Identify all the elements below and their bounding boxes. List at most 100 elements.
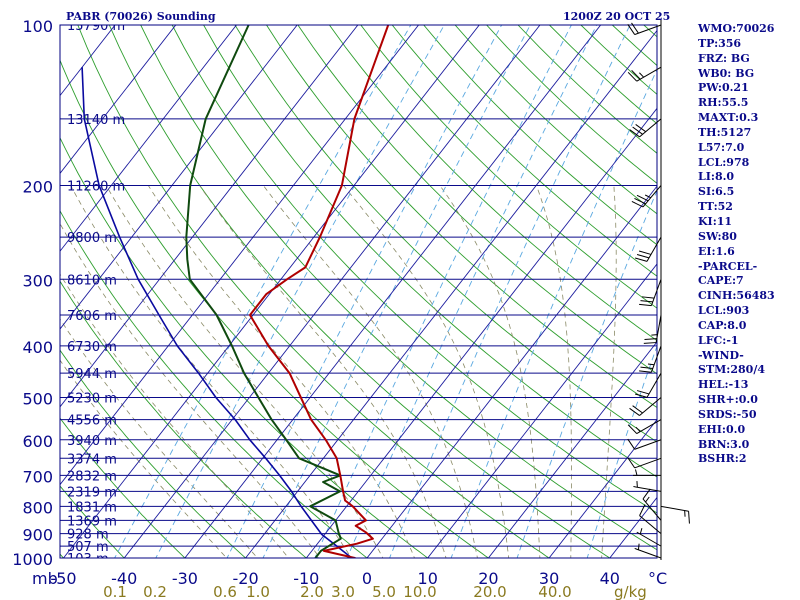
isotherm-line: [60, 25, 359, 408]
mixing-ratio-tick-label: 10.0: [403, 583, 436, 600]
sounding-time: 1200Z 20 OCT 25: [563, 10, 671, 23]
stat-row: SI:6.5: [698, 185, 735, 199]
isotherm-line: [548, 418, 657, 558]
pressure-tick-label: 1000: [12, 550, 53, 569]
stat-row: RH:55.5: [698, 96, 749, 110]
height-label: 9800 m: [67, 231, 117, 246]
height-label: 1369 m: [67, 514, 117, 529]
stat-row: -PARCEL-: [698, 259, 758, 273]
dry-adiabat-line: [60, 280, 308, 558]
height-label: 15790 m: [67, 19, 125, 34]
stat-row: CAPE:7: [698, 274, 744, 288]
wind-barb: [639, 279, 662, 307]
temperature-tick-label: 30: [539, 569, 559, 588]
isotherm-line: [62, 25, 480, 558]
moist-adiabat-line: [262, 185, 478, 558]
stat-row: LCL:903: [698, 304, 750, 318]
height-label: 3940 m: [67, 434, 117, 449]
mixing-ratio-tick-label: 2.0: [300, 583, 324, 600]
mixing-ratio-line: [346, 25, 598, 558]
moist-adiabat-line: [536, 185, 572, 558]
stat-row: WB0: BG: [698, 66, 755, 80]
isotherm-line: [305, 107, 657, 558]
height-label: 3374 m: [67, 452, 117, 467]
wind-barb: [642, 488, 662, 521]
wind-barb: [629, 118, 662, 138]
pressure-tick-label: 400: [22, 338, 53, 357]
height-label: 6730 m: [67, 340, 117, 355]
height-label: 8610 m: [67, 273, 117, 288]
mixing-ratio-line: [389, 25, 631, 558]
stat-row: EI:1.6: [698, 244, 735, 258]
pressure-tick-label: 100: [22, 17, 53, 36]
wind-barb: [631, 185, 662, 208]
stat-row: SRDS:-50: [698, 407, 757, 421]
mixing-ratio-unit-label: g/kg: [614, 583, 647, 600]
plot-area: 15790 m 13140 m 11260 m 9800 m 8610 m 7606 m 6…: [60, 19, 657, 567]
pressure-tick-label: 200: [22, 177, 53, 196]
stat-row: LCL:978: [698, 155, 750, 169]
mixing-ratio-tick-label: 20.0: [473, 583, 506, 600]
stability-indices-panel: WMO:70026 TP:356 FRZ: BG WB0: BG PW:0.21 RH:5…: [698, 22, 800, 467]
pressure-tick-label: 700: [22, 467, 53, 486]
height-label: 103 m: [67, 552, 109, 567]
isotherm-line: [487, 341, 657, 558]
temperature-tick-label: 20: [478, 569, 498, 588]
stat-row: CINH:56483: [698, 289, 775, 303]
moist-adiabat-line: [60, 222, 321, 558]
stat-row: -WIND-: [698, 348, 744, 362]
dry-adiabat-line: [60, 349, 247, 558]
moist-adiabat-line: [343, 185, 510, 558]
wind-barb: [636, 528, 662, 547]
mixing-ratio-line: [114, 25, 412, 558]
moist-adiabat-line: [439, 185, 541, 558]
parcel-trace: [81, 67, 354, 558]
pressure-tick-label: 300: [22, 271, 53, 290]
mixing-ratio-line: [450, 68, 657, 558]
stat-row: LFC:-1: [698, 333, 739, 347]
temperature-tick-label: -40: [111, 569, 137, 588]
isotherm-line: [60, 25, 298, 330]
stat-row: CAP:8.0: [698, 318, 747, 332]
stat-row: PW:0.21: [698, 81, 749, 95]
wind-barb: [639, 504, 662, 534]
wind-barb: [634, 543, 662, 559]
dewpoint-trace: [185, 25, 342, 558]
wind-barb: [627, 66, 662, 82]
wind-barb: [627, 22, 662, 36]
wind-barb: [627, 419, 662, 435]
height-label: 2319 m: [67, 485, 117, 500]
stat-row: LI:8.0: [698, 170, 735, 184]
stat-row: HEL:-13: [698, 378, 749, 392]
temperature-tick-label: 40: [600, 569, 620, 588]
pressure-tick-label: 500: [22, 390, 53, 409]
stat-row: MAXT:0.3: [698, 111, 759, 125]
temperature-tick-label: 0: [362, 569, 372, 588]
temperature-unit-label: °C: [648, 569, 667, 588]
isotherm-line: [60, 25, 238, 252]
isotherm-line: [245, 29, 657, 558]
stat-row: STM:280/4: [698, 363, 765, 377]
isotherm-line: [60, 25, 177, 175]
temperature-tick-label: 10: [418, 569, 438, 588]
mixing-ratio-line: [155, 25, 445, 558]
mixing-ratio-tick-label: 5.0: [372, 583, 396, 600]
stat-row: TH:5127: [698, 125, 752, 139]
height-label: 1831 m: [67, 500, 117, 515]
wind-barb: [629, 397, 662, 416]
moist-adiabat-line: [147, 185, 415, 558]
stat-row: EHI:0.0: [698, 422, 746, 436]
wind-barb: [633, 481, 662, 492]
wind-barb: [634, 372, 662, 398]
stat-row: TP:356: [698, 36, 742, 50]
pressure-unit-label: mb: [32, 569, 58, 588]
moist-adiabat-line: [601, 185, 617, 558]
mixing-ratio-line: [226, 25, 502, 558]
height-label: 5944 m: [67, 367, 117, 382]
temperature-tick-label: -20: [233, 569, 259, 588]
height-label: 2832 m: [67, 469, 117, 484]
pressure-tick-label: 800: [22, 498, 53, 517]
mixing-ratio-tick-label: 0.2: [143, 583, 167, 600]
stat-row: WMO:70026: [698, 22, 775, 35]
temperature-tick-label: -10: [293, 569, 319, 588]
